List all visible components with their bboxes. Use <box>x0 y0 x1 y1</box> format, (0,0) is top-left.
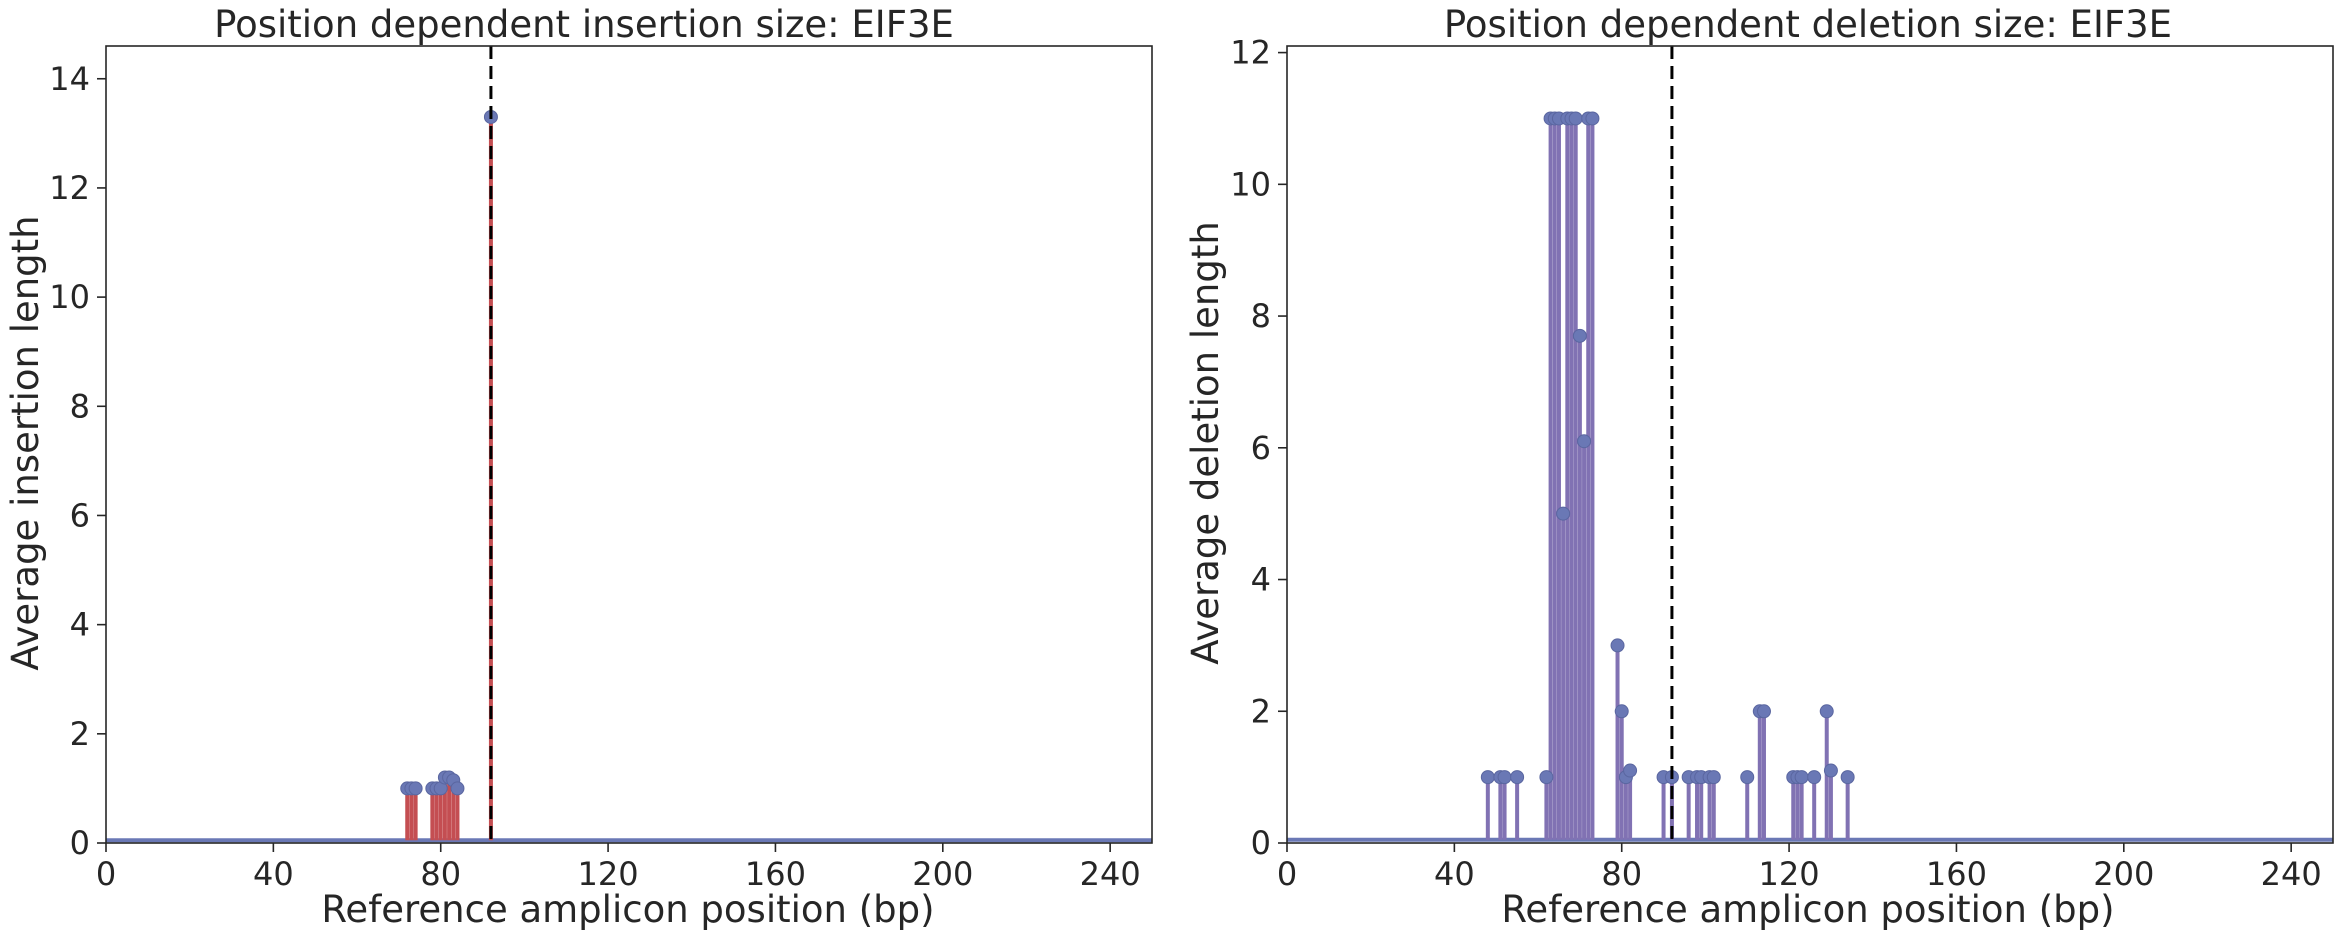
insertion-size-panel: Position dependent insertion size: EIF3E… <box>4 3 1153 931</box>
plot-frame <box>1286 45 2334 844</box>
stem-marker <box>1585 111 1600 126</box>
x-tick-label: 80 <box>1601 855 1642 893</box>
x-axis-ticks: 0 40 80 120 160 200 240 <box>1277 843 2322 893</box>
stem-marker <box>1577 434 1592 449</box>
stem-marker <box>1740 770 1755 785</box>
plot-area <box>1287 46 2333 843</box>
stem-marker <box>1610 638 1625 653</box>
x-axis-label: Reference amplicon position (bp) <box>321 888 934 931</box>
chart-title: Position dependent deletion size: EIF3E <box>1444 3 2172 46</box>
y-tick-label: 10 <box>49 278 90 316</box>
x-tick-label: 80 <box>420 855 461 893</box>
y-tick-label: 0 <box>1251 824 1271 862</box>
stem-marker <box>1823 763 1838 778</box>
plot-frame <box>105 45 1153 844</box>
x-tick-label: 200 <box>912 855 973 893</box>
y-tick-label: 6 <box>1251 429 1271 467</box>
stem-marker <box>1840 770 1855 785</box>
plot-area <box>106 46 1152 843</box>
y-tick-label: 14 <box>49 60 90 98</box>
x-tick-label: 200 <box>2093 855 2154 893</box>
chart-title: Position dependent insertion size: EIF3E <box>214 3 954 46</box>
stem-marker <box>1510 770 1525 785</box>
y-tick-label: 12 <box>1230 34 1271 72</box>
y-tick-label: 8 <box>70 387 90 425</box>
y-tick-label: 2 <box>70 715 90 753</box>
stem-marker <box>1623 763 1638 778</box>
y-axis-ticks: 0 2 4 6 8 10 12 14 <box>49 60 106 862</box>
y-tick-label: 12 <box>49 169 90 207</box>
stem-marker <box>1497 770 1512 785</box>
x-tick-label: 120 <box>578 855 639 893</box>
y-tick-label: 4 <box>1251 561 1271 599</box>
stem-marker <box>408 781 423 796</box>
x-tick-label: 240 <box>2261 855 2322 893</box>
y-axis-label: Average insertion length <box>4 215 47 670</box>
x-tick-label: 120 <box>1759 855 1820 893</box>
stem-marker <box>1480 770 1495 785</box>
stem-marker <box>1539 770 1554 785</box>
x-tick-label: 240 <box>1080 855 1141 893</box>
stem-marker <box>1572 328 1587 343</box>
stem-marker <box>450 781 465 796</box>
x-tick-label: 40 <box>253 855 294 893</box>
x-tick-label: 0 <box>1277 855 1297 893</box>
y-tick-label: 2 <box>1251 692 1271 730</box>
stem-marker <box>1706 770 1721 785</box>
y-tick-label: 6 <box>70 496 90 534</box>
stem-marker <box>1568 111 1583 126</box>
x-tick-label: 160 <box>745 855 806 893</box>
y-tick-label: 0 <box>70 824 90 862</box>
x-axis-label: Reference amplicon position (bp) <box>1501 888 2114 931</box>
y-axis-ticks: 0 2 4 6 8 10 12 <box>1230 34 1287 862</box>
stem-marker <box>1807 770 1822 785</box>
x-tick-label: 160 <box>1926 855 1987 893</box>
stem-marker <box>1556 506 1571 521</box>
stem-marker <box>1756 704 1771 719</box>
y-tick-label: 10 <box>1230 165 1271 203</box>
deletion-size-panel: Position dependent deletion size: EIF3E … <box>1184 3 2334 931</box>
stem-marker <box>1794 770 1809 785</box>
x-tick-label: 0 <box>96 855 116 893</box>
x-tick-label: 40 <box>1434 855 1475 893</box>
y-tick-label: 8 <box>1251 297 1271 335</box>
stem-marker <box>1819 704 1834 719</box>
x-axis-ticks: 0 40 80 120 160 200 240 <box>96 843 1141 893</box>
y-tick-label: 4 <box>70 606 90 644</box>
y-axis-label: Average deletion length <box>1184 221 1227 665</box>
stem-marker <box>1614 704 1629 719</box>
